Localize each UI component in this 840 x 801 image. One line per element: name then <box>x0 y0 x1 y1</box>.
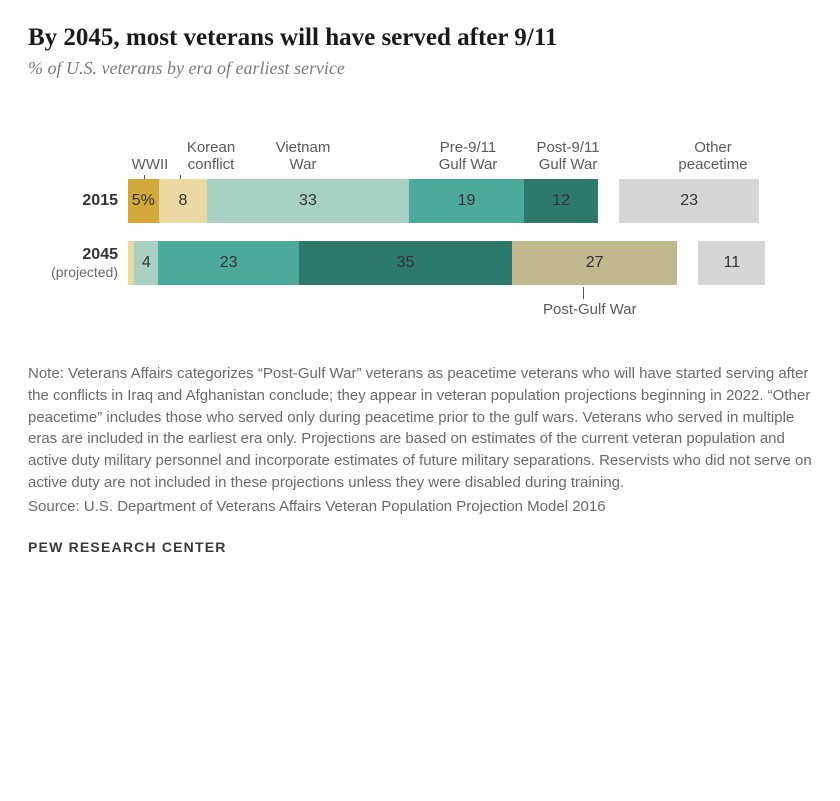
category-label-bottom: Post-Gulf War <box>38 293 802 333</box>
category-label: VietnamWar <box>268 139 338 174</box>
bar-rows: 20155%8331912232045(projected)423352711 <box>38 179 802 285</box>
bar-segment: 8 <box>159 179 208 223</box>
bar-segment: 27 <box>512 241 677 285</box>
bar-group: 5%8331912 23 <box>128 179 778 223</box>
category-label: Post-Gulf War <box>543 301 637 318</box>
bar-segment: 11 <box>698 241 765 285</box>
footer-brand: PEW RESEARCH CENTER <box>28 539 812 555</box>
category-label: Koreanconflict <box>176 139 246 174</box>
bar-segment: 5% <box>128 179 159 223</box>
bar-segment: 4 <box>134 241 158 285</box>
chart-area: WWIIKoreanconflict VietnamWar Pre-9/11Gulf… <box>38 119 802 333</box>
bar-gap <box>598 179 619 223</box>
bar-segment: 19 <box>409 179 525 223</box>
label-tick <box>583 287 584 299</box>
bar-segment: 12 <box>524 179 597 223</box>
category-label: WWII <box>128 156 172 173</box>
category-label: Otherpeacetime <box>668 139 758 174</box>
chart-subtitle: % of U.S. veterans by era of earliest se… <box>28 58 812 79</box>
row-year-label: 2015 <box>38 192 128 210</box>
bar-segment: 23 <box>158 241 298 285</box>
source-text: Source: U.S. Department of Veterans Affa… <box>28 498 812 515</box>
chart-title: By 2045, most veterans will have served … <box>28 24 812 52</box>
bar-segment: 35 <box>299 241 513 285</box>
bar-segment: 23 <box>619 179 759 223</box>
category-label: Post-9/11Gulf War <box>528 139 608 174</box>
category-labels-top: WWIIKoreanconflict VietnamWar Pre-9/11Gulf… <box>38 119 802 175</box>
bar-gap <box>677 241 698 285</box>
note-text: Note: Veterans Affairs categorizes “Post… <box>28 363 812 494</box>
row-year-label: 2045(projected) <box>38 246 128 280</box>
bar-group: 4233527 11 <box>128 241 778 285</box>
bar-segment: 33 <box>207 179 408 223</box>
bar-row: 2045(projected)4233527 11 <box>38 241 802 285</box>
bar-row: 20155%8331912 23 <box>38 179 802 223</box>
category-label: Pre-9/11Gulf War <box>428 139 508 174</box>
